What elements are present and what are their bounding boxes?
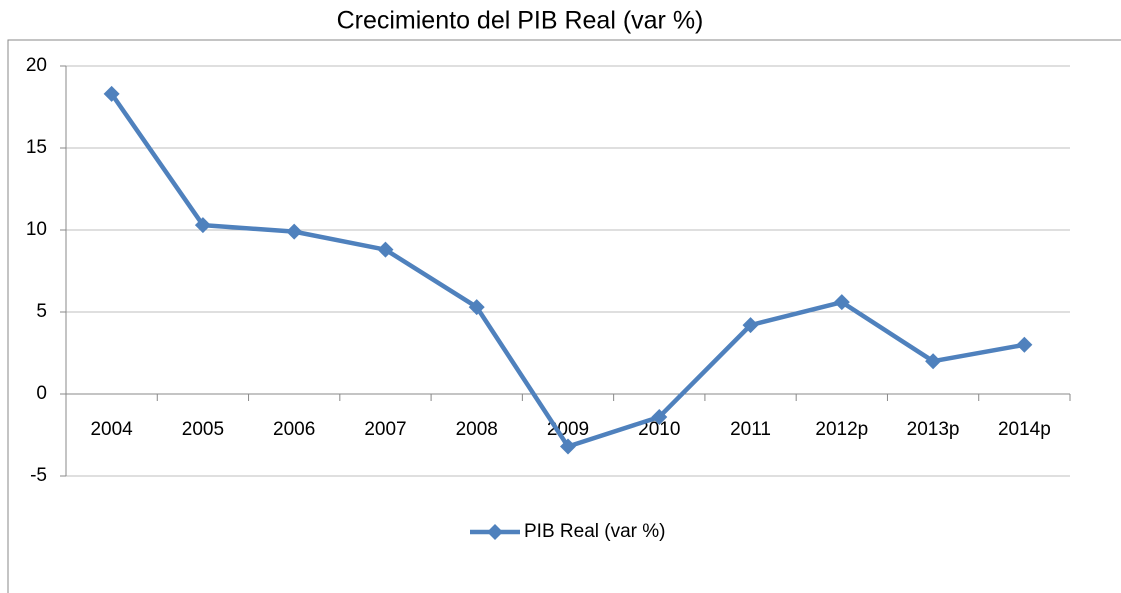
y-tick-label: 20: [26, 55, 47, 76]
y-tick-label: -5: [30, 465, 47, 486]
x-tick-label: 2004: [90, 419, 133, 440]
legend-marker: [487, 524, 503, 540]
x-tick-label: 2012p: [815, 419, 868, 440]
x-tick-label: 2009: [547, 419, 589, 440]
data-marker: [560, 438, 576, 455]
data-marker: [286, 223, 303, 240]
chart-border: [7, 39, 1121, 593]
data-marker: [833, 294, 850, 311]
data-marker: [651, 408, 668, 425]
x-tick-label: 2014p: [998, 419, 1051, 440]
data-marker: [377, 241, 394, 258]
data-marker: [742, 317, 759, 334]
y-tick-label: 0: [36, 383, 47, 404]
y-tick-label: 15: [26, 137, 47, 158]
data-marker: [1016, 336, 1033, 353]
chart-title: Crecimiento del PIB Real (var %): [337, 7, 704, 35]
x-tick-label: 2007: [364, 419, 406, 440]
x-tick-label: 2008: [456, 419, 498, 440]
x-tick-label: 2010: [638, 419, 680, 440]
x-tick-label: 2011: [730, 419, 771, 440]
data-marker: [194, 217, 211, 234]
legend-label: PIB Real (var %): [524, 521, 665, 542]
data-marker: [103, 85, 120, 102]
y-tick-label: 5: [36, 301, 47, 322]
data-marker: [925, 353, 942, 370]
y-tick-label: 10: [26, 219, 47, 240]
x-tick-label: 2005: [182, 419, 224, 440]
x-tick-label: 2006: [273, 419, 315, 440]
data-marker: [468, 299, 485, 316]
x-tick-label: 2013p: [907, 419, 960, 440]
